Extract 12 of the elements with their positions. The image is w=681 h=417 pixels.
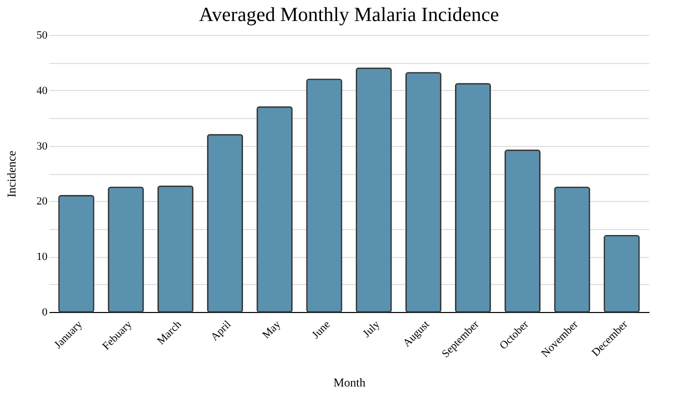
y-axis-title: Incidence bbox=[4, 150, 18, 198]
x-tick-label: June bbox=[310, 318, 333, 342]
y-tick-label: 40 bbox=[36, 84, 48, 97]
x-axis-title: Month bbox=[333, 376, 366, 390]
x-tick-label: July bbox=[360, 318, 383, 340]
y-tick-label: 10 bbox=[36, 251, 48, 264]
y-tick-label: 20 bbox=[36, 196, 48, 208]
y-tick-label: 30 bbox=[36, 140, 48, 152]
y-tick-label: 50 bbox=[36, 30, 48, 42]
chart-title: Averaged Monthly Malaria Incidence bbox=[198, 4, 500, 26]
x-tick-label: May bbox=[260, 318, 284, 342]
y-tick-label: 0 bbox=[42, 306, 48, 318]
